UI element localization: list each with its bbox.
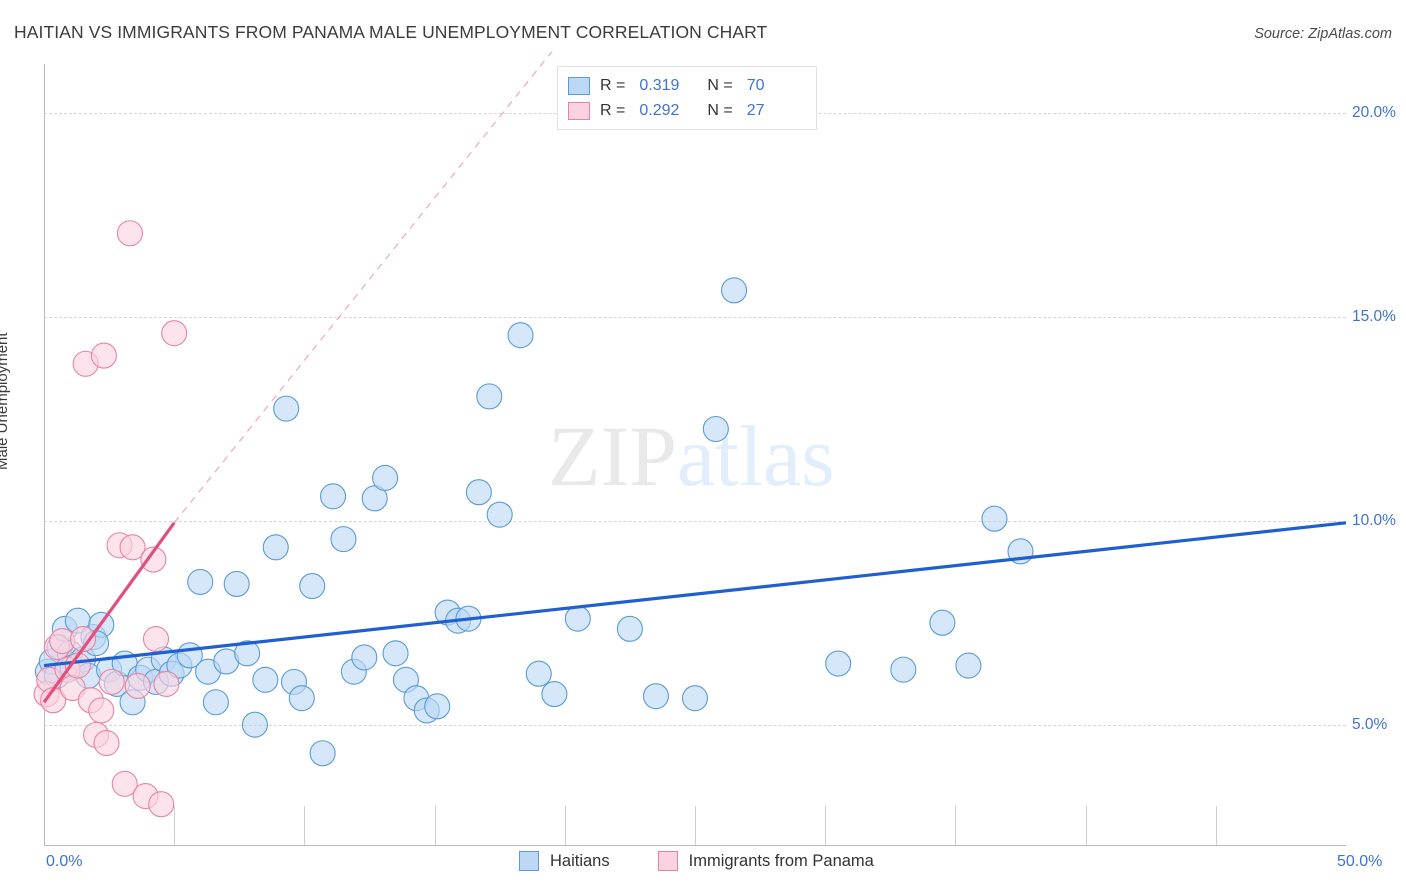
data-point-haitians-62 (702, 415, 729, 443)
data-point-haitians-34 (288, 685, 315, 712)
data-point-haitians-52 (476, 383, 503, 410)
x-axis-tick-7 (955, 806, 957, 845)
data-point-immigrants-from-panama-26 (161, 320, 188, 347)
data-point-immigrants-from-panama-13 (98, 668, 125, 695)
stats-r-key-blue: R = (600, 76, 626, 94)
data-point-haitians-36 (309, 740, 336, 767)
data-point-haitians-31 (262, 534, 289, 561)
x-axis-tick-3 (434, 806, 436, 845)
data-point-haitians-51 (465, 479, 492, 506)
data-point-immigrants-from-panama-8 (70, 625, 97, 653)
data-point-haitians-66 (955, 652, 982, 679)
source-attribution: Source: ZipAtlas.com (1254, 26, 1392, 42)
legend-swatch-panama (657, 851, 678, 871)
data-point-haitians-30 (252, 666, 279, 693)
x-axis-tick-1 (174, 806, 176, 845)
x-axis-tick-8 (1085, 806, 1087, 845)
data-point-haitians-60 (681, 685, 709, 712)
legend-swatch-haitians (519, 851, 539, 871)
stats-swatch-blue (568, 76, 590, 95)
stats-row-panama: R = 0.292 N = 27 (568, 98, 806, 123)
data-point-haitians-64 (890, 656, 917, 683)
data-point-haitians-57 (564, 605, 591, 632)
data-point-immigrants-from-panama-21 (142, 625, 170, 653)
stats-r-value-blue: 0.319 (639, 76, 680, 94)
panama-trendline (42, 521, 176, 704)
x-axis-min-label: 0.0% (46, 853, 83, 870)
data-point-haitians-42 (372, 464, 399, 492)
data-point-haitians-29 (241, 711, 268, 738)
chart-title: HAITIAN VS IMMIGRANTS FROM PANAMA MALE U… (14, 22, 768, 42)
correlation-stats-legend: R = 0.319 N = 70 R = 0.292 N = 27 (557, 66, 817, 130)
data-point-haitians-32 (273, 395, 300, 422)
data-point-haitians-67 (981, 505, 1008, 532)
stats-r-value-pink: 0.292 (639, 101, 680, 119)
data-point-haitians-54 (507, 322, 534, 349)
panama-trendline-extension (173, 51, 553, 524)
legend-label-panama: Immigrants from Panama (688, 851, 874, 870)
data-point-haitians-65 (929, 609, 956, 636)
y-axis-label-15.0%: 15.0% (1352, 307, 1396, 325)
x-axis-tick-4 (564, 806, 566, 845)
data-point-immigrants-from-panama-16 (116, 220, 143, 247)
stats-n-key-pink: N = (707, 101, 733, 119)
stats-swatch-pink (568, 101, 590, 120)
data-point-haitians-27 (223, 570, 250, 598)
y-axis-label-10.0%: 10.0% (1352, 511, 1396, 529)
data-point-haitians-55 (525, 660, 552, 687)
data-point-haitians-38 (330, 526, 357, 553)
stats-n-value-blue: 70 (746, 76, 765, 94)
data-point-immigrants-from-panama-20 (140, 546, 167, 573)
x-axis-tick-5 (695, 806, 696, 845)
data-point-haitians-25 (202, 689, 229, 716)
data-point-immigrants-from-panama-25 (90, 342, 117, 369)
data-point-haitians-56 (541, 681, 568, 708)
legend-label-haitians: Haitians (550, 851, 610, 870)
data-point-haitians-35 (299, 572, 326, 600)
haitians-trendline (43, 521, 1347, 668)
data-point-haitians-63 (825, 650, 852, 677)
gridline-15.0% (44, 316, 1346, 318)
x-axis-tick-9 (1215, 806, 1217, 845)
data-point-haitians-61 (721, 277, 748, 304)
data-point-immigrants-from-panama-12 (93, 729, 120, 757)
gridline-5.0% (44, 724, 1346, 726)
x-axis-tick-6 (825, 806, 827, 845)
legend-item-haitians[interactable]: Haitians (519, 851, 610, 871)
data-point-haitians-28 (234, 640, 261, 667)
stats-n-key-blue: N = (707, 76, 733, 94)
data-point-haitians-37 (319, 483, 347, 510)
data-point-haitians-58 (616, 615, 643, 642)
stats-n-value-pink: 27 (746, 101, 765, 119)
data-point-immigrants-from-panama-11 (88, 697, 115, 724)
data-point-haitians-47 (424, 693, 451, 720)
x-axis-max-label: 50.0% (1337, 853, 1383, 870)
stats-row-haitians: R = 0.319 N = 70 (568, 73, 806, 98)
stats-r-key-pink: R = (600, 101, 626, 119)
data-point-immigrants-from-panama-22 (148, 791, 175, 818)
y-axis-line (44, 64, 45, 845)
data-point-immigrants-from-panama-23 (153, 670, 180, 697)
series-legend: Haitians Immigrants from Panama (519, 851, 922, 871)
x-axis-line (44, 845, 1346, 846)
data-point-immigrants-from-panama-18 (124, 672, 151, 699)
legend-item-panama[interactable]: Immigrants from Panama (657, 851, 874, 871)
y-axis-label-5.0%: 5.0% (1352, 715, 1388, 733)
data-point-immigrants-from-panama-15 (111, 770, 138, 797)
data-point-haitians-53 (486, 501, 513, 528)
data-point-haitians-59 (642, 683, 669, 710)
data-point-haitians-23 (187, 568, 214, 595)
gridline-10.0% (44, 520, 1346, 522)
y-axis-label-20.0%: 20.0% (1352, 103, 1396, 121)
x-axis-tick-2 (304, 806, 306, 845)
data-point-immigrants-from-panama-17 (119, 534, 146, 561)
data-point-haitians-43 (382, 640, 409, 667)
data-point-haitians-40 (351, 644, 378, 671)
data-point-haitians-41 (361, 485, 388, 512)
